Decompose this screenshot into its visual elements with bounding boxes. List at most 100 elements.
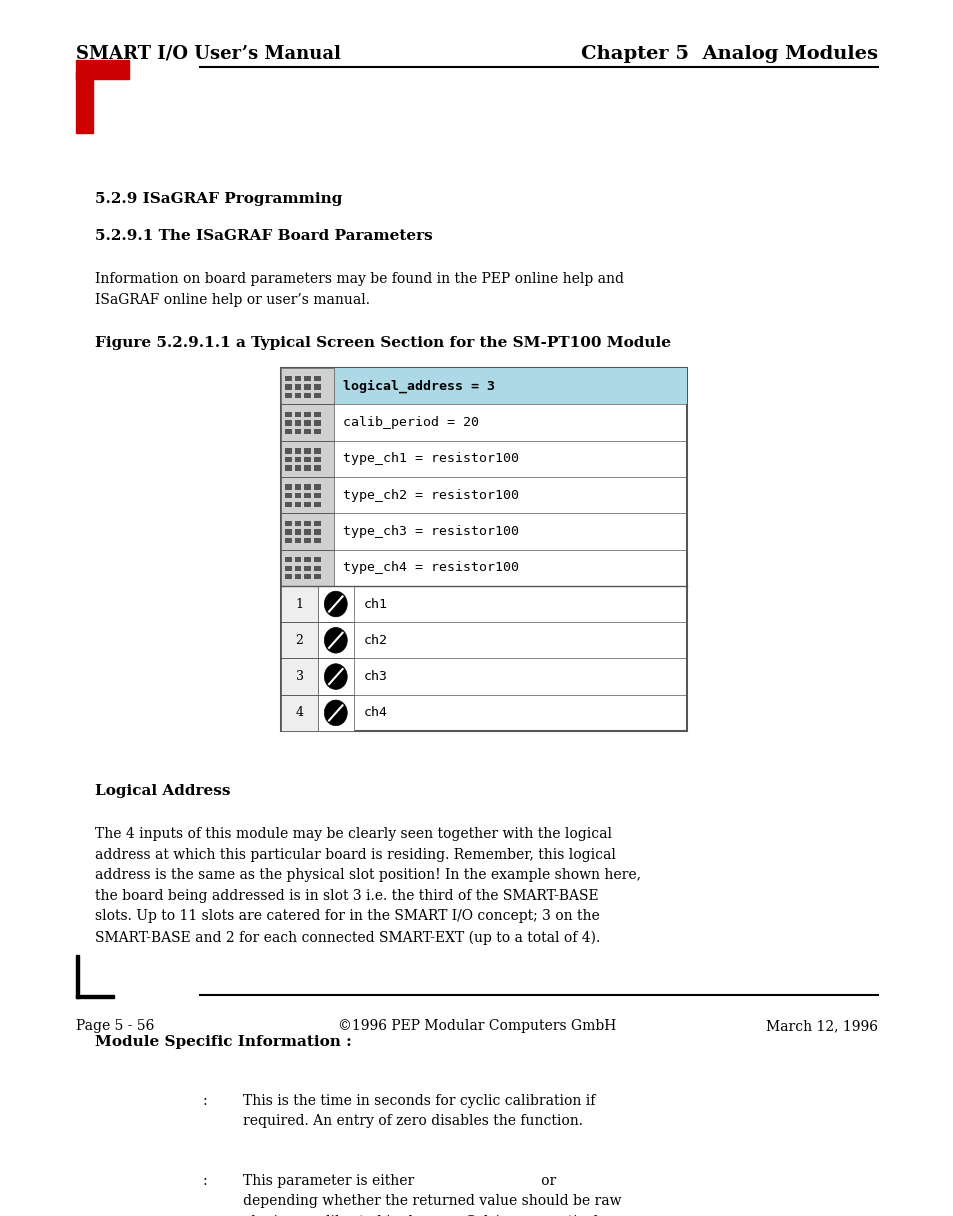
Bar bbox=[76, 72, 93, 134]
Circle shape bbox=[324, 664, 347, 689]
Text: This is the time in seconds for cyclic calibration if
required. An entry of zero: This is the time in seconds for cyclic c… bbox=[243, 1094, 595, 1128]
Bar bbox=[281, 658, 317, 694]
Bar bbox=[317, 623, 354, 658]
Bar bbox=[317, 586, 354, 623]
Bar bbox=[314, 537, 320, 544]
Bar bbox=[285, 421, 292, 426]
Bar bbox=[281, 694, 317, 731]
Bar bbox=[76, 60, 129, 79]
Text: This parameter is either                             or
depending whether the re: This parameter is either or depending wh… bbox=[243, 1173, 621, 1216]
Bar bbox=[304, 412, 311, 417]
Bar bbox=[304, 376, 311, 381]
Text: type_ch4 = resistor100: type_ch4 = resistor100 bbox=[343, 562, 518, 574]
Bar bbox=[285, 574, 292, 580]
Text: type_ch2 = resistor100: type_ch2 = resistor100 bbox=[343, 489, 518, 502]
Bar bbox=[294, 557, 301, 562]
Circle shape bbox=[324, 627, 347, 653]
Text: logical_address = 3: logical_address = 3 bbox=[343, 379, 495, 393]
Text: Chapter 5  Analog Modules: Chapter 5 Analog Modules bbox=[580, 45, 877, 63]
Bar bbox=[285, 501, 292, 507]
Text: March 12, 1996: March 12, 1996 bbox=[765, 1019, 877, 1034]
Text: :: : bbox=[203, 1094, 207, 1108]
Bar bbox=[314, 492, 320, 499]
Bar bbox=[304, 421, 311, 426]
Text: ch4: ch4 bbox=[363, 706, 387, 720]
Bar bbox=[294, 384, 301, 389]
Bar bbox=[314, 457, 320, 462]
Bar bbox=[294, 466, 301, 471]
Text: ch1: ch1 bbox=[363, 597, 387, 610]
Bar bbox=[294, 520, 301, 527]
Bar bbox=[281, 368, 334, 405]
Text: Module Specific Information :: Module Specific Information : bbox=[95, 1035, 352, 1049]
Bar bbox=[304, 429, 311, 434]
Bar bbox=[281, 368, 686, 731]
Bar bbox=[294, 376, 301, 381]
Bar bbox=[314, 412, 320, 417]
Bar bbox=[314, 520, 320, 527]
Bar bbox=[285, 565, 292, 572]
Bar bbox=[314, 393, 320, 398]
Text: 3: 3 bbox=[295, 670, 303, 683]
Circle shape bbox=[324, 591, 347, 617]
Bar bbox=[285, 412, 292, 417]
Text: 1: 1 bbox=[295, 597, 303, 610]
Bar bbox=[314, 484, 320, 490]
Bar bbox=[314, 421, 320, 426]
Bar bbox=[285, 529, 292, 535]
Text: ©1996 PEP Modular Computers GmbH: ©1996 PEP Modular Computers GmbH bbox=[337, 1019, 616, 1034]
Bar bbox=[314, 574, 320, 580]
Bar bbox=[76, 995, 114, 998]
Bar bbox=[304, 484, 311, 490]
Bar bbox=[294, 457, 301, 462]
Bar bbox=[281, 513, 334, 550]
Bar bbox=[285, 557, 292, 562]
Bar bbox=[281, 550, 334, 586]
Bar bbox=[285, 492, 292, 499]
Bar bbox=[294, 412, 301, 417]
Text: Logical Address: Logical Address bbox=[95, 784, 231, 799]
Bar bbox=[294, 449, 301, 454]
Bar bbox=[294, 393, 301, 398]
Bar bbox=[304, 557, 311, 562]
Text: 5.2.9.1 The ISaGRAF Board Parameters: 5.2.9.1 The ISaGRAF Board Parameters bbox=[95, 230, 433, 243]
Text: Information on board parameters may be found in the PEP online help and
ISaGRAF : Information on board parameters may be f… bbox=[95, 272, 624, 306]
Text: calib_period = 20: calib_period = 20 bbox=[343, 416, 479, 429]
Bar bbox=[294, 537, 301, 544]
Bar bbox=[285, 449, 292, 454]
Bar bbox=[285, 384, 292, 389]
Bar bbox=[304, 457, 311, 462]
Bar bbox=[285, 484, 292, 490]
Bar bbox=[294, 421, 301, 426]
Bar bbox=[314, 384, 320, 389]
Bar bbox=[304, 492, 311, 499]
Bar bbox=[294, 501, 301, 507]
Text: ch2: ch2 bbox=[363, 634, 387, 647]
Bar bbox=[281, 623, 317, 658]
Text: ch3: ch3 bbox=[363, 670, 387, 683]
Bar bbox=[285, 429, 292, 434]
Bar bbox=[294, 484, 301, 490]
Bar bbox=[285, 520, 292, 527]
Bar bbox=[314, 565, 320, 572]
Bar bbox=[317, 658, 354, 694]
Text: 5.2.9 ISaGRAF Programming: 5.2.9 ISaGRAF Programming bbox=[95, 192, 342, 206]
Bar bbox=[281, 586, 317, 623]
Circle shape bbox=[324, 700, 347, 726]
Text: 4: 4 bbox=[295, 706, 303, 720]
Text: type_ch3 = resistor100: type_ch3 = resistor100 bbox=[343, 525, 518, 537]
Text: Figure 5.2.9.1.1 a Typical Screen Section for the SM-PT100 Module: Figure 5.2.9.1.1 a Typical Screen Sectio… bbox=[95, 336, 671, 350]
Bar bbox=[285, 537, 292, 544]
Bar bbox=[304, 565, 311, 572]
Bar bbox=[294, 529, 301, 535]
Bar bbox=[304, 529, 311, 535]
Bar bbox=[281, 405, 334, 440]
Bar bbox=[304, 466, 311, 471]
Text: SMART I/O User’s Manual: SMART I/O User’s Manual bbox=[76, 45, 341, 63]
Bar bbox=[304, 574, 311, 580]
Bar bbox=[317, 694, 354, 731]
Bar bbox=[294, 429, 301, 434]
Text: The 4 inputs of this module may be clearly seen together with the logical
addres: The 4 inputs of this module may be clear… bbox=[95, 827, 640, 945]
Bar bbox=[285, 393, 292, 398]
Bar bbox=[294, 492, 301, 499]
